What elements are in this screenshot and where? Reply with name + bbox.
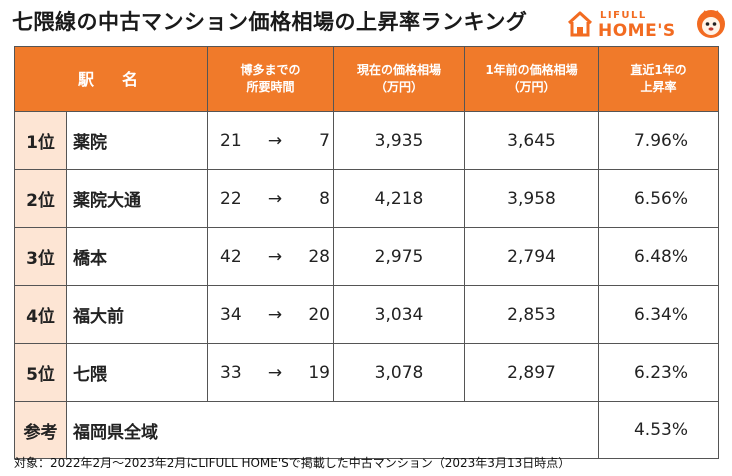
previous-price: 2,794 <box>464 227 599 286</box>
arrow-icon: → <box>267 246 283 267</box>
current-price: 4,218 <box>333 169 465 228</box>
logo-text-top: LIFULL <box>600 10 647 21</box>
table-row: 5位 七隈 33 → 19 3,078 2,897 6.23% <box>14 343 719 402</box>
rise-rate: 6.56% <box>598 169 719 228</box>
lifull-homes-logo: LIFULL HOME'S <box>566 8 726 42</box>
reference-label: 参考 <box>14 401 67 459</box>
table-header-row: 駅 名 博多までの 所要時間 現在の価格相場 （万円） 1年前の価格相場 （万円… <box>14 46 719 112</box>
reference-area: 福岡県全域 <box>66 401 599 459</box>
rank-cell: 2位 <box>14 169 67 228</box>
header-current-price-line1: 現在の価格相場 <box>356 63 441 77</box>
header-previous-price-line2: （万円） <box>507 80 556 94</box>
reference-row: 参考 福岡県全域 4.53% <box>14 401 719 459</box>
page-title: 七隈線の中古マンション価格相場の上昇率ランキング <box>12 10 528 34</box>
time-before: 34 <box>220 304 242 325</box>
table-row: 4位 福大前 34 → 20 3,034 2,853 6.34% <box>14 285 719 344</box>
arrow-icon: → <box>267 362 283 383</box>
previous-price: 3,958 <box>464 169 599 228</box>
header-previous-price: 1年前の価格相場 （万円） <box>464 46 599 112</box>
time-after: 8 <box>319 188 330 209</box>
rise-rate: 6.48% <box>598 227 719 286</box>
rank-cell: 4位 <box>14 285 67 344</box>
rank-cell: 5位 <box>14 343 67 402</box>
time-after: 7 <box>319 130 330 151</box>
reference-rate: 4.53% <box>598 401 719 459</box>
time-after: 28 <box>308 246 330 267</box>
header-rise-rate: 直近1年の 上昇率 <box>598 46 719 112</box>
header-travel-time-line2: 所要時間 <box>246 80 295 94</box>
header-travel-time: 博多までの 所要時間 <box>207 46 334 112</box>
header-current-price-line2: （万円） <box>374 80 423 94</box>
travel-time: 33 → 19 <box>207 343 334 402</box>
house-icon <box>567 11 593 37</box>
rank-cell: 3位 <box>14 227 67 286</box>
travel-time: 21 → 7 <box>207 111 334 170</box>
table-row: 3位 橋本 42 → 28 2,975 2,794 6.48% <box>14 227 719 286</box>
previous-price: 2,853 <box>464 285 599 344</box>
travel-time: 34 → 20 <box>207 285 334 344</box>
current-price: 3,034 <box>333 285 465 344</box>
station-name: 薬院 <box>66 111 208 170</box>
station-name: 福大前 <box>66 285 208 344</box>
current-price: 3,078 <box>333 343 465 402</box>
table-row: 1位 薬院 21 → 7 3,935 3,645 7.96% <box>14 111 719 170</box>
previous-price: 2,897 <box>464 343 599 402</box>
previous-price: 3,645 <box>464 111 599 170</box>
header-rise-rate-line2: 上昇率 <box>640 80 677 94</box>
travel-time: 42 → 28 <box>207 227 334 286</box>
station-name: 七隈 <box>66 343 208 402</box>
time-before: 42 <box>220 246 242 267</box>
rise-rate: 6.34% <box>598 285 719 344</box>
header-travel-time-line1: 博多までの <box>240 63 301 77</box>
ranking-table: 駅 名 博多までの 所要時間 現在の価格相場 （万円） 1年前の価格相場 （万円… <box>14 46 719 459</box>
mascot-icon <box>697 10 725 38</box>
station-name: 薬院大通 <box>66 169 208 228</box>
current-price: 3,935 <box>333 111 465 170</box>
rise-rate: 6.23% <box>598 343 719 402</box>
footnote: 対象：2022年2月～2023年2月にLIFULL HOME'Sで掲載した中古マ… <box>14 456 571 470</box>
travel-time: 22 → 8 <box>207 169 334 228</box>
header-rise-rate-line1: 直近1年の <box>630 63 687 77</box>
arrow-icon: → <box>267 130 283 151</box>
arrow-icon: → <box>267 188 283 209</box>
station-name: 橋本 <box>66 227 208 286</box>
time-after: 19 <box>308 362 330 383</box>
arrow-icon: → <box>267 304 283 325</box>
header-station: 駅 名 <box>14 46 208 112</box>
table-row: 2位 薬院大通 22 → 8 4,218 3,958 6.56% <box>14 169 719 228</box>
time-after: 20 <box>308 304 330 325</box>
rank-cell: 1位 <box>14 111 67 170</box>
current-price: 2,975 <box>333 227 465 286</box>
time-before: 22 <box>220 188 242 209</box>
time-before: 21 <box>220 130 242 151</box>
rise-rate: 7.96% <box>598 111 719 170</box>
logo-text-bottom: HOME'S <box>598 21 676 41</box>
header-current-price: 現在の価格相場 （万円） <box>333 46 465 112</box>
header-previous-price-line1: 1年前の価格相場 <box>485 63 578 77</box>
time-before: 33 <box>220 362 242 383</box>
